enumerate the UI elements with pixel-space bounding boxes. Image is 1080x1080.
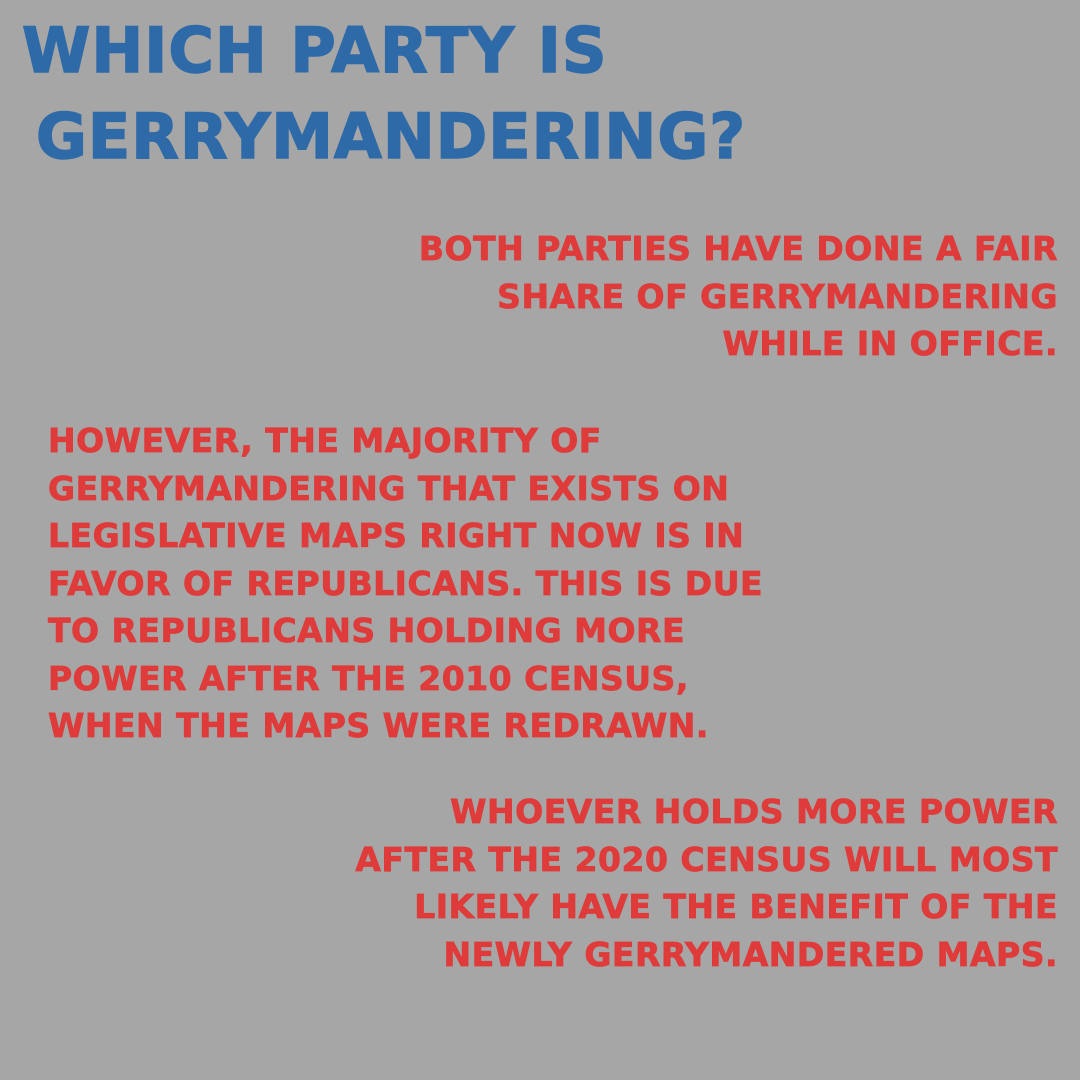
paragraph-line: AFTER THE 2020 CENSUS WILL MOST xyxy=(355,839,1058,879)
paragraph-line: GERRYMANDERING THAT EXISTS ON xyxy=(48,468,730,508)
page-title-line-2: GERRYMANDERING? xyxy=(35,100,747,173)
paragraph-line: TO REPUBLICANS HOLDING MORE xyxy=(48,611,685,651)
paragraph-line: WHILE IN OFFICE. xyxy=(722,324,1058,364)
paragraph-line: NEWLY GERRYMANDERED MAPS. xyxy=(443,934,1058,974)
paragraph-line: SHARE OF GERRYMANDERING xyxy=(497,276,1058,316)
paragraph-line: FAVOR OF REPUBLICANS. THIS IS DUE xyxy=(48,563,764,603)
paragraph-line: LEGISLATIVE MAPS RIGHT NOW IS IN xyxy=(48,516,745,556)
paragraph-line: POWER AFTER THE 2010 CENSUS, xyxy=(48,658,689,698)
paragraph-line: WHEN THE MAPS WERE REDRAWN. xyxy=(48,706,709,746)
paragraph-2020-census: WHOEVER HOLDS MORE POWER AFTER THE 2020 … xyxy=(355,788,1058,978)
paragraph-majority-republicans: HOWEVER, THE MAJORITY OF GERRYMANDERING … xyxy=(48,417,763,750)
paragraph-line: BOTH PARTIES HAVE DONE A FAIR xyxy=(418,229,1058,269)
paragraph-line: LIKELY HAVE THE BENEFIT OF THE xyxy=(414,887,1058,927)
paragraph-line: WHOEVER HOLDS MORE POWER xyxy=(450,792,1058,832)
paragraph-line: HOWEVER, THE MAJORITY OF xyxy=(48,421,602,461)
paragraph-both-parties: BOTH PARTIES HAVE DONE A FAIR SHARE OF G… xyxy=(418,225,1058,368)
page-title-line-1: WHICH PARTY IS xyxy=(21,14,608,87)
